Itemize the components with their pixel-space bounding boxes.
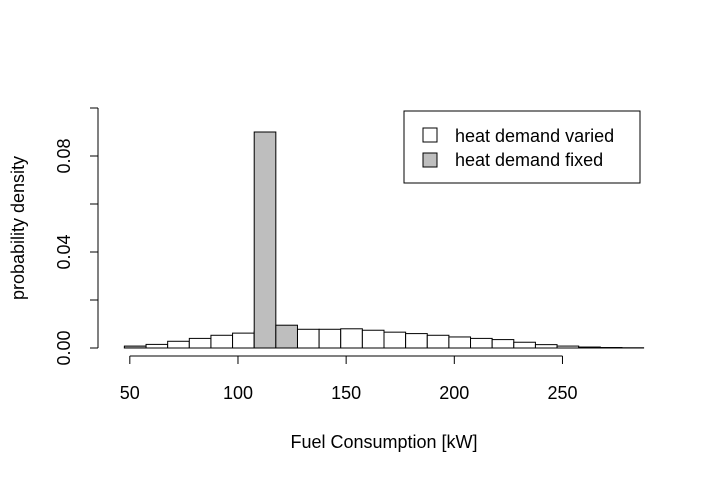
legend-swatch-varied — [423, 128, 437, 142]
bar-varied-2 — [168, 341, 190, 348]
legend-swatch-fixed — [423, 153, 437, 167]
bar-varied-10 — [341, 329, 363, 348]
bar-varied-8 — [297, 329, 319, 348]
y-axis-title: probability density — [8, 156, 28, 300]
bar-varied-1 — [146, 344, 168, 348]
x-tick-label-4: 250 — [547, 383, 577, 403]
bar-varied-16 — [471, 338, 493, 348]
y-tick-label-2: 0.04 — [54, 234, 74, 269]
x-axis-title: Fuel Consumption [kW] — [290, 432, 477, 452]
bar-varied-19 — [535, 345, 557, 348]
bar-varied-15 — [449, 337, 471, 348]
bar-varied-3 — [189, 338, 211, 348]
bar-fixed-1 — [254, 132, 276, 348]
bar-varied-5 — [233, 333, 255, 348]
bar-varied-18 — [514, 342, 536, 348]
bar-varied-13 — [406, 334, 428, 348]
bar-fixed-2 — [276, 325, 298, 348]
bar-varied-9 — [319, 329, 341, 348]
legend-box — [404, 111, 640, 183]
bar-varied-14 — [427, 335, 449, 348]
x-tick-label-2: 150 — [331, 383, 361, 403]
legend-label-varied: heat demand varied — [455, 126, 614, 146]
bar-varied-12 — [384, 332, 406, 348]
y-tick-label-0: 0.00 — [54, 330, 74, 365]
x-tick-label-1: 100 — [223, 383, 253, 403]
bar-varied-21 — [579, 347, 601, 348]
legend-label-fixed: heat demand fixed — [455, 150, 603, 170]
legend: heat demand varied heat demand fixed — [404, 111, 640, 183]
bar-varied-4 — [211, 335, 233, 348]
bar-varied-17 — [492, 340, 514, 348]
bar-varied-11 — [362, 330, 384, 348]
bar-varied-20 — [557, 346, 579, 348]
bar-fixed-0 — [124, 346, 146, 348]
x-tick-label-0: 50 — [120, 383, 140, 403]
x-tick-label-3: 200 — [439, 383, 469, 403]
y-tick-label-4: 0.08 — [54, 138, 74, 173]
